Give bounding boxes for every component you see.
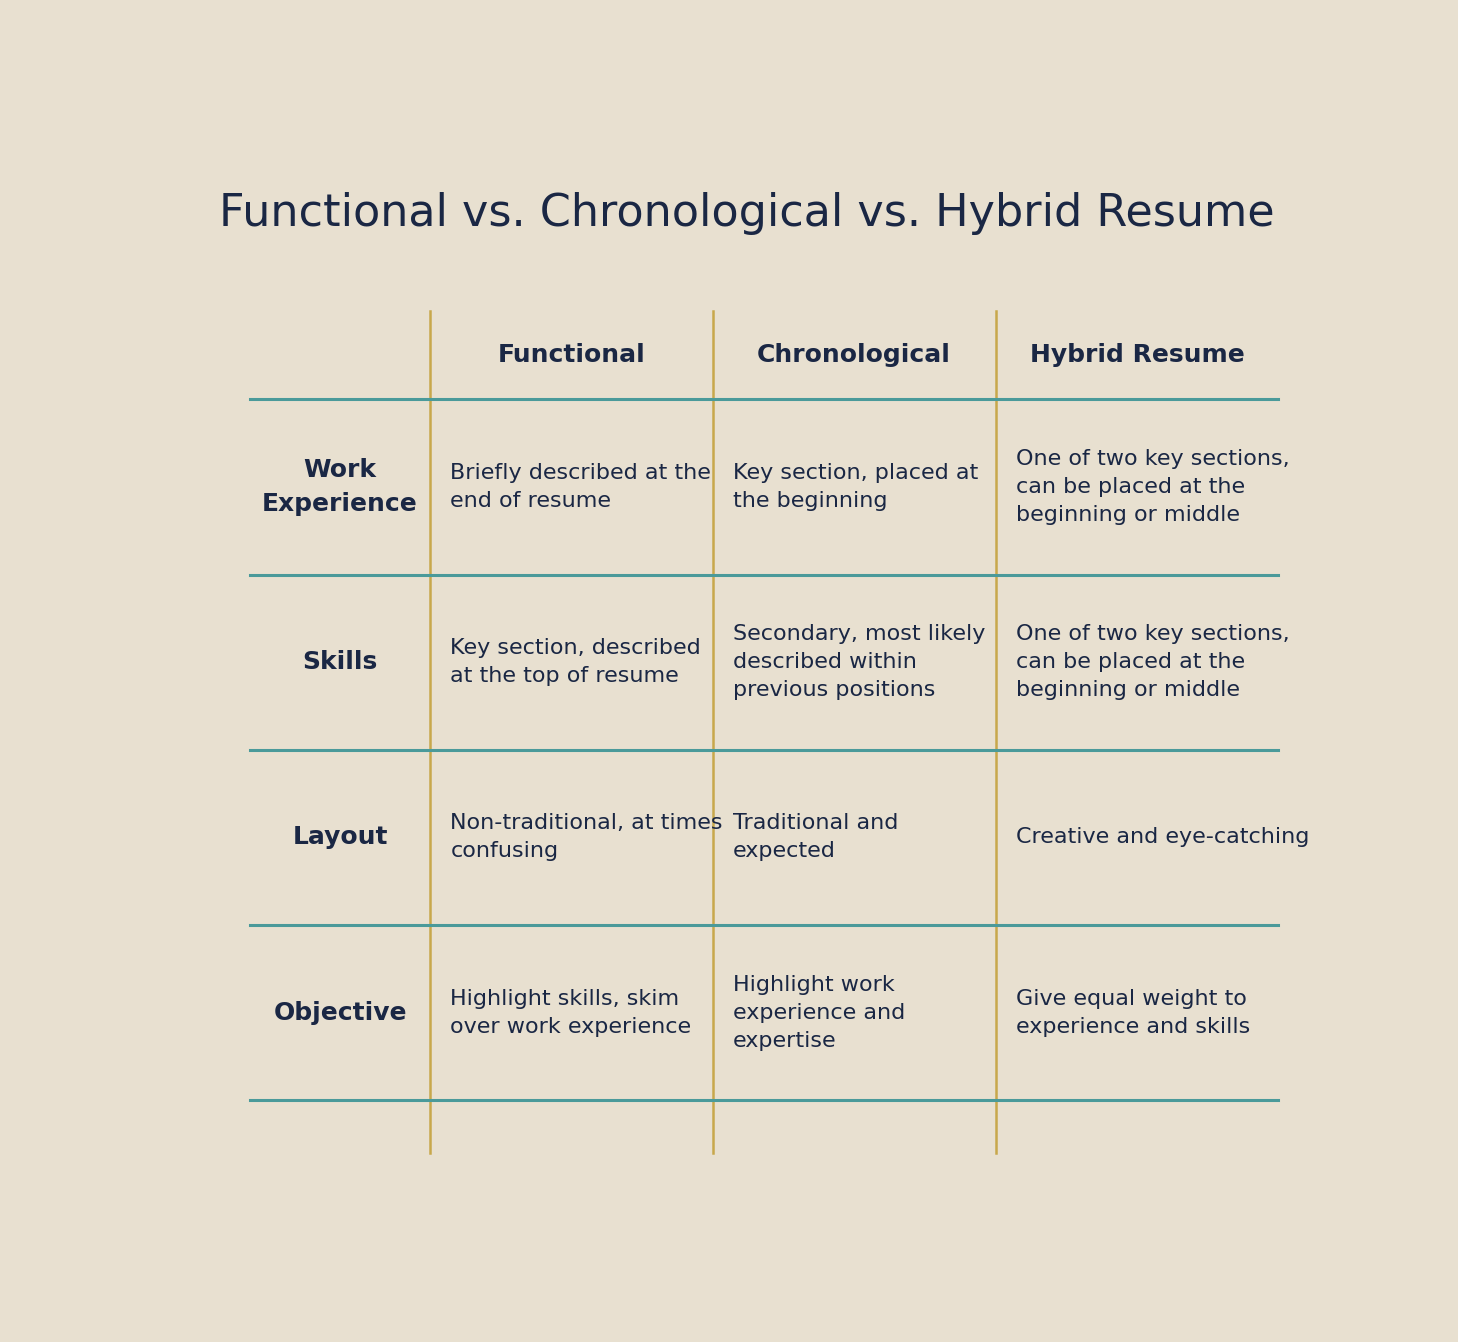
- Text: Creative and eye-catching: Creative and eye-catching: [1016, 828, 1309, 847]
- Text: Key section, placed at
the beginning: Key section, placed at the beginning: [733, 463, 978, 511]
- Text: Highlight skills, skim
over work experience: Highlight skills, skim over work experie…: [451, 989, 691, 1036]
- Text: Objective: Objective: [273, 1001, 407, 1025]
- Text: Skills: Skills: [302, 650, 378, 674]
- Text: Chronological: Chronological: [757, 344, 951, 368]
- Text: One of two key sections,
can be placed at the
beginning or middle: One of two key sections, can be placed a…: [1016, 624, 1289, 701]
- Text: Functional: Functional: [497, 344, 646, 368]
- Text: Work
Experience: Work Experience: [262, 458, 418, 515]
- Text: Traditional and
expected: Traditional and expected: [733, 813, 898, 862]
- Text: Non-traditional, at times
confusing: Non-traditional, at times confusing: [451, 813, 723, 862]
- Text: Layout: Layout: [292, 825, 388, 849]
- Text: Key section, described
at the top of resume: Key section, described at the top of res…: [451, 639, 701, 686]
- Text: Briefly described at the
end of resume: Briefly described at the end of resume: [451, 463, 712, 511]
- Text: Give equal weight to
experience and skills: Give equal weight to experience and skil…: [1016, 989, 1250, 1036]
- Text: Secondary, most likely
described within
previous positions: Secondary, most likely described within …: [733, 624, 986, 701]
- Text: Hybrid Resume: Hybrid Resume: [1029, 344, 1244, 368]
- Text: Highlight work
experience and
expertise: Highlight work experience and expertise: [733, 974, 905, 1051]
- Text: Functional vs. Chronological vs. Hybrid Resume: Functional vs. Chronological vs. Hybrid …: [219, 192, 1276, 235]
- Text: One of two key sections,
can be placed at the
beginning or middle: One of two key sections, can be placed a…: [1016, 450, 1289, 525]
